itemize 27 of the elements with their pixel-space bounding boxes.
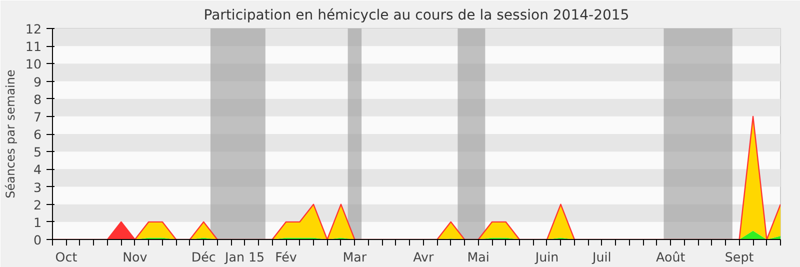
x-tick-label: Mar: [342, 250, 368, 264]
y-tick-label: 11: [25, 39, 42, 54]
x-tick-label: Nov: [122, 250, 148, 264]
x-tick-label: Oct: [55, 250, 78, 264]
y-tick-label: 1: [33, 214, 42, 230]
x-tick-label: Sept: [724, 250, 754, 264]
x-tick-label: Août: [656, 250, 686, 264]
y-tick-label: 0: [33, 232, 42, 248]
y-tick-label: 8: [33, 92, 42, 107]
x-tick-label: Déc: [191, 250, 216, 264]
x-tick-label: Mai: [467, 250, 490, 264]
y-tick-label: 12: [25, 22, 42, 36]
y-tick-label: 3: [33, 180, 42, 195]
y-tick-label: 7: [33, 109, 42, 124]
chart-title: Participation en hémicycle au cours de la session 2014-2015: [204, 8, 630, 24]
x-tick-label: Juin: [534, 250, 559, 264]
y-tick-label: 10: [25, 56, 42, 72]
y-tick-label: 6: [33, 127, 42, 142]
y-tick-label: 2: [33, 197, 42, 212]
x-tick-label: Juil: [592, 250, 612, 264]
y-tick-label: 5: [33, 144, 42, 160]
y-axis-title: Séances par semaine: [3, 70, 18, 198]
y-tick-label: 4: [33, 162, 42, 178]
x-tick-label: Fév: [275, 250, 298, 264]
y-tick-label: 9: [33, 74, 42, 90]
x-tick-label: Avr: [413, 250, 434, 264]
x-tick-label: Jan 15: [224, 250, 265, 264]
